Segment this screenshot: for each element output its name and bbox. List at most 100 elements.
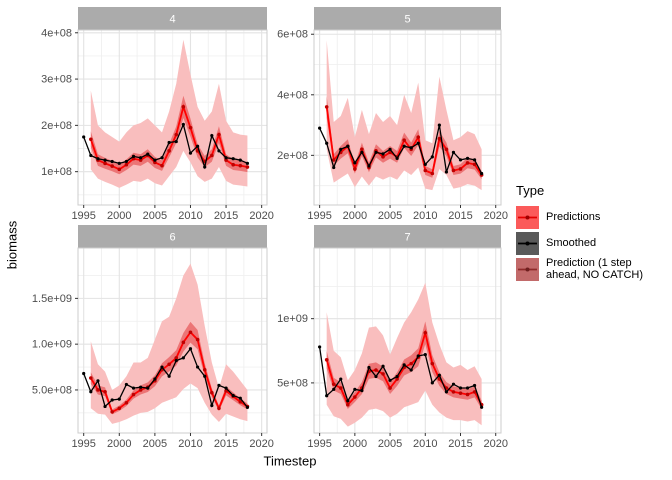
predictions-point [224,158,228,162]
smoothed-point [430,381,434,385]
predictions-point [217,406,221,411]
smoothed-point [203,165,207,169]
smoothed-point [174,359,178,363]
smoothed-point [167,374,171,378]
predictions-point [374,368,378,372]
smoothed-point [381,152,385,156]
smoothed-point [346,399,350,403]
predictions-point [202,368,207,372]
panel-6: 6 5.0e+08 1.0e+09 1.5e+09 1995 2000 2005 2010 20… [32,225,274,450]
smoothed-point [388,378,392,382]
smoothed-point [167,140,171,145]
smoothed-point [472,158,477,162]
legend-item-smoothed: Smoothed [516,232,643,255]
smoothed-point [153,158,157,162]
smoothed-point [437,123,441,127]
predictions-point [388,386,392,390]
panel-border [313,247,502,434]
y-tick-label: 1.5e+09 [32,293,72,305]
smoothed-point [402,363,406,367]
legend-item-label: Prediction (1 step ahead, NO CATCH) [546,257,643,281]
x-tick-label: 2000 [107,438,131,450]
smoothed-point [117,397,121,401]
predictions-point [96,388,100,392]
predictions-point [210,390,214,395]
predictions-point [458,391,463,395]
facet-strip-label: 7 [404,232,410,244]
predictions-point [423,330,428,335]
predictions-point [472,390,477,394]
predictions-point [188,330,193,335]
legend-item-predictions: Predictions [516,206,643,229]
x-tick-label: 2020 [249,210,273,222]
smoothed-point [318,345,322,349]
predictions-point [346,402,350,407]
predictions-point [117,167,122,172]
predictions-point [217,132,221,137]
y-axis-title: biomass [4,220,20,270]
smoothed-point [174,139,178,144]
y-tick-label: 1.0e+09 [32,339,72,351]
predictions-point [395,377,399,381]
smoothed-point [444,170,449,174]
smoothed-point [153,377,157,381]
predictions-point [103,389,107,394]
smoothed-point [416,354,420,358]
facet-strip [314,7,501,30]
smoothed-point [124,159,129,164]
facet-strip-label: 6 [169,232,175,244]
y-tick-label: 4e+08 [41,27,72,39]
predictions-point [324,357,329,362]
smoothed-point [395,156,399,160]
legend-item-label: Smoothed [546,236,597,249]
x-tick-label: 2005 [143,210,167,222]
y-tick-label: 3e+08 [41,74,72,86]
smoothed-point [472,383,477,388]
smoothed-point [430,155,434,159]
smoothed-point [103,404,107,409]
predictions-point [195,337,200,342]
predictions-point [110,164,114,168]
smoothed-point [381,364,385,368]
panel-border [313,29,502,206]
x-tick-label: 2005 [378,210,402,222]
predictions-point [381,155,385,159]
smoothed-point [110,159,114,164]
x-tick-label: 2020 [483,210,507,222]
smoothed-point [238,396,242,400]
x-tick-label: 2005 [143,438,167,450]
smoothed-point [131,386,136,390]
smoothed-point [224,156,228,160]
smoothed-point [245,405,250,409]
predictions-point [331,382,336,386]
predictions-point [451,390,456,394]
smoothed-point [374,150,378,154]
smoothed-point [210,133,214,138]
predictions-point [117,406,122,411]
panel-border [77,247,268,434]
smoothed-point [451,150,456,154]
smoothed-point [367,164,371,168]
smoothed-point [210,403,214,408]
smoothed-point [96,379,100,383]
legend-title: Type [516,183,545,198]
predictions-point [131,392,136,397]
smoothed-point [346,144,350,148]
predictions-point [324,105,329,109]
predictions-point [89,137,93,142]
predictions-point [124,400,129,405]
smoothed-point [409,146,413,150]
predictions-point [458,167,463,171]
predictions-point [103,161,107,166]
x-tick-label: 1995 [307,210,331,222]
smoothed-point [181,356,185,360]
smoothed-point [444,390,449,394]
x-axis-title: Timestep [263,453,317,469]
smoothed-point [367,365,371,370]
smoothed-point [395,374,399,379]
panel-5: 5 2e+08 4e+08 6e+08 1995 2000 2005 2010 2015 2020 [277,7,508,222]
smoothed-point [139,156,143,160]
predictions-point [430,361,435,366]
